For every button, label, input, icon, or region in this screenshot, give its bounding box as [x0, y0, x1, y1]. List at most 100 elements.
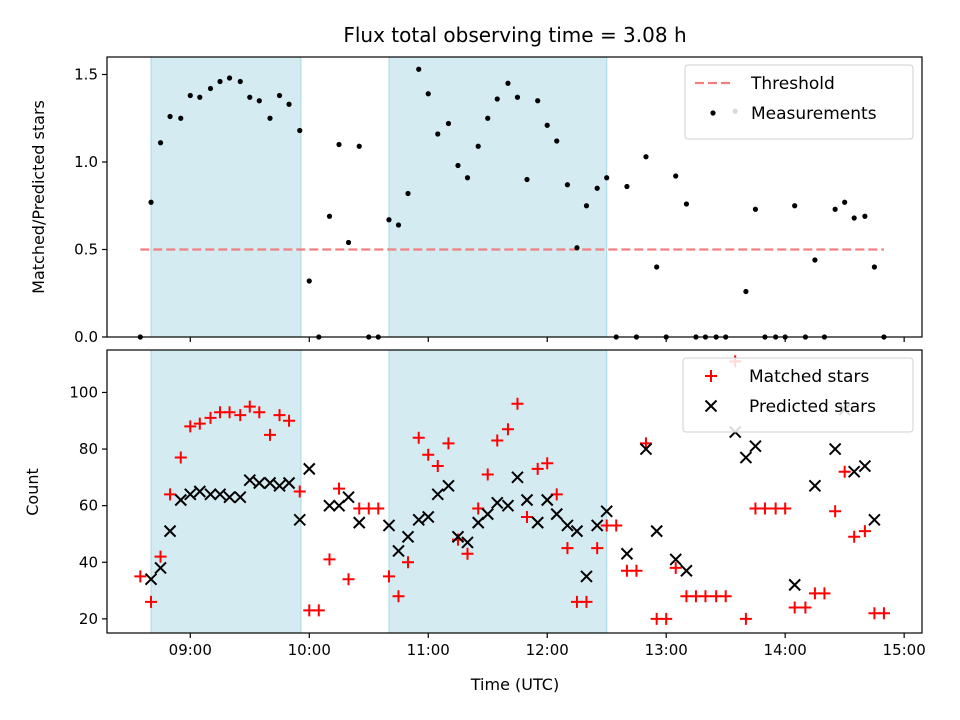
series-matched-stars	[134, 355, 890, 625]
data-point	[193, 485, 207, 498]
data-point	[148, 199, 154, 205]
data-point	[749, 440, 762, 453]
data-point	[630, 564, 643, 577]
data-point	[267, 115, 273, 121]
data-point	[174, 493, 187, 507]
data-point	[531, 462, 544, 475]
data-point	[739, 451, 753, 464]
data-point	[356, 143, 362, 149]
data-point	[223, 406, 236, 419]
bottom-x-tick-label: 10:00	[288, 641, 331, 659]
data-point	[326, 213, 333, 219]
data-point	[564, 182, 571, 188]
bottom-shaded-interval-0	[151, 350, 301, 633]
chart-title: Flux total observing time = 3.08 h	[343, 23, 686, 47]
data-point	[858, 459, 872, 473]
data-point	[197, 94, 203, 100]
data-point	[247, 94, 253, 100]
data-point	[237, 78, 243, 85]
data-point	[226, 75, 233, 81]
data-point	[481, 468, 494, 481]
data-point	[531, 516, 544, 529]
data-point	[650, 524, 663, 538]
data-point	[422, 448, 435, 461]
data-point	[669, 561, 682, 574]
data-point	[561, 542, 574, 555]
data-point	[193, 417, 206, 430]
data-point	[283, 414, 296, 427]
data-point	[832, 206, 838, 212]
data-point	[163, 524, 177, 538]
data-point	[848, 530, 861, 543]
data-point	[520, 493, 534, 507]
data-point	[639, 442, 653, 456]
data-point	[550, 488, 563, 501]
data-point	[395, 222, 402, 228]
data-point	[511, 397, 524, 410]
data-point	[286, 101, 292, 107]
data-point	[178, 115, 184, 121]
series-predicted-stars	[144, 403, 881, 592]
data-point	[494, 96, 500, 102]
data-point	[204, 488, 217, 501]
data-point	[342, 490, 355, 504]
data-point	[145, 595, 158, 608]
data-point	[167, 113, 173, 120]
top-y-axis-label: Matched/Predicted stars	[29, 100, 48, 294]
data-point	[591, 542, 604, 555]
data-point	[293, 513, 306, 527]
data-point	[464, 175, 471, 181]
data-point	[485, 115, 491, 121]
data-point	[654, 264, 660, 270]
data-point	[293, 485, 306, 498]
data-point	[312, 604, 325, 617]
data-point	[818, 587, 831, 600]
data-point	[184, 420, 197, 433]
data-point	[501, 499, 515, 512]
data-point	[610, 519, 623, 532]
data-point	[282, 476, 296, 490]
data-point	[435, 131, 441, 137]
data-point	[554, 138, 560, 144]
data-point	[680, 564, 693, 577]
data-point	[372, 502, 385, 515]
data-point	[828, 442, 842, 456]
top-shaded-interval-0	[151, 57, 301, 337]
data-point	[541, 493, 554, 507]
data-point	[514, 94, 521, 100]
legend-swatch	[710, 110, 716, 116]
data-point	[154, 561, 167, 575]
data-point	[838, 465, 851, 478]
data-point	[382, 570, 395, 583]
data-point	[673, 173, 679, 179]
data-point	[401, 530, 415, 543]
data-point	[184, 488, 197, 501]
data-point	[752, 206, 759, 212]
data-point	[187, 92, 193, 99]
data-point	[425, 91, 431, 97]
data-point	[719, 590, 732, 603]
bottom-y-tick-label: 20	[79, 610, 98, 628]
data-point	[851, 215, 857, 221]
data-point	[868, 513, 881, 527]
data-point	[779, 502, 792, 515]
data-point	[276, 92, 283, 99]
data-point	[858, 525, 871, 538]
data-point	[392, 544, 405, 558]
bottom-x-tick-label: 11:00	[407, 641, 450, 659]
data-point	[472, 502, 485, 515]
data-point	[594, 185, 600, 191]
top-legend: Threshold Measurements	[684, 64, 914, 140]
data-point	[431, 460, 444, 473]
top-y-tick-label: 0.0	[74, 328, 98, 346]
data-point	[223, 490, 236, 504]
data-point	[580, 570, 593, 583]
data-point	[475, 143, 481, 149]
data-point	[600, 505, 613, 518]
data-point	[455, 162, 461, 169]
bottom-x-tick-label: 09:00	[169, 641, 212, 659]
data-point	[402, 556, 415, 569]
top-y-tick-label: 1.0	[74, 153, 98, 171]
data-point	[788, 601, 801, 614]
